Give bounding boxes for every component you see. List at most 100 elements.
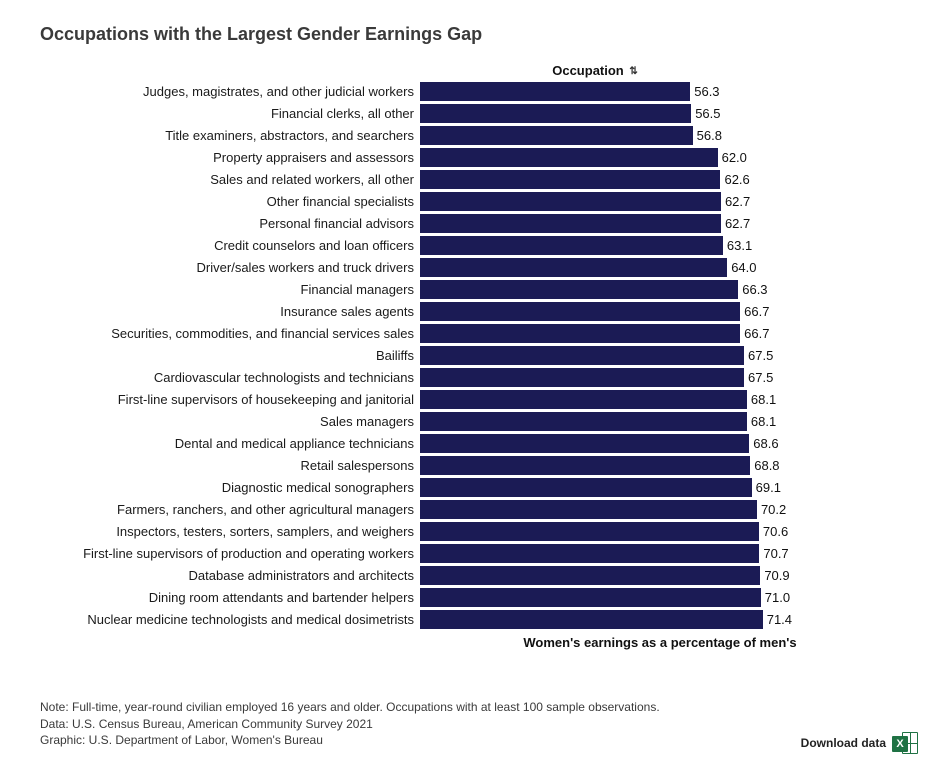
bar-track: 64.0 [420, 258, 900, 277]
bar-value: 70.6 [759, 522, 788, 541]
bar [420, 82, 690, 101]
bar-track: 70.6 [420, 522, 900, 541]
bar-rows: Judges, magistrates, and other judicial … [40, 82, 900, 629]
bar-value: 62.6 [720, 170, 749, 189]
bar-value: 63.1 [723, 236, 752, 255]
bar-value: 68.1 [747, 390, 776, 409]
bar-track: 62.0 [420, 148, 900, 167]
bar-row: Sales and related workers, all other 62.6 [40, 170, 900, 189]
bar-track: 69.1 [420, 478, 900, 497]
bar-value: 56.8 [693, 126, 722, 145]
bar-row: Bailiffs67.5 [40, 346, 900, 365]
bar-row: Nuclear medicine technologists and medic… [40, 610, 900, 629]
category-axis-label: Occupation [552, 63, 624, 78]
bar-label: Retail salespersons [40, 458, 420, 473]
bar-row: First-line supervisors of housekeeping a… [40, 390, 900, 409]
bar-value: 66.3 [738, 280, 767, 299]
bar-track: 62.6 [420, 170, 900, 189]
bar-value: 66.7 [740, 324, 769, 343]
bar-track: 70.9 [420, 566, 900, 585]
bar-label: Credit counselors and loan officers [40, 238, 420, 253]
bar-label: Judges, magistrates, and other judicial … [40, 84, 420, 99]
bar-value: 66.7 [740, 302, 769, 321]
bar-value: 62.7 [721, 192, 750, 211]
bar-row: Title examiners, abstractors, and search… [40, 126, 900, 145]
bar-track: 56.8 [420, 126, 900, 145]
bar-value: 70.9 [760, 566, 789, 585]
bar-row: Inspectors, testers, sorters, samplers, … [40, 522, 900, 541]
bar-value: 68.8 [750, 456, 779, 475]
bar [420, 390, 747, 409]
bar-label: First-line supervisors of production and… [40, 546, 420, 561]
bar-row: Property appraisers and assessors62.0 [40, 148, 900, 167]
bar [420, 346, 744, 365]
bar-row: Dining room attendants and bartender hel… [40, 588, 900, 607]
bar-label: Dining room attendants and bartender hel… [40, 590, 420, 605]
bar [420, 544, 759, 563]
bar [420, 412, 747, 431]
bar-row: Credit counselors and loan officers 63.1 [40, 236, 900, 255]
bar-track: 68.1 [420, 390, 900, 409]
bar [420, 500, 757, 519]
bar-track: 68.8 [420, 456, 900, 475]
bar-value: 56.3 [690, 82, 719, 101]
chart-footer: Note: Full-time, year-round civilian emp… [40, 699, 660, 748]
bar [420, 192, 721, 211]
bar-label: Financial clerks, all other [40, 106, 420, 121]
bar-row: Insurance sales agents66.7 [40, 302, 900, 321]
bar-label: Sales and related workers, all other [40, 172, 420, 187]
bar [420, 258, 727, 277]
excel-icon-badge: X [892, 736, 908, 752]
bar-row: Sales managers 68.1 [40, 412, 900, 431]
bar [420, 302, 740, 321]
bar-track: 63.1 [420, 236, 900, 255]
bar-row: Securities, commodities, and financial s… [40, 324, 900, 343]
bar-row: Driver/sales workers and truck drivers64… [40, 258, 900, 277]
bar [420, 324, 740, 343]
bar-track: 71.4 [420, 610, 900, 629]
bar-label: Nuclear medicine technologists and medic… [40, 612, 420, 627]
chart: Occupation ⇅ Judges, magistrates, and ot… [40, 63, 900, 650]
category-axis-header[interactable]: Occupation ⇅ [290, 63, 900, 78]
bar-row: Personal financial advisors 62.7 [40, 214, 900, 233]
bar-row: Farmers, ranchers, and other agricultura… [40, 500, 900, 519]
bar-label: Property appraisers and assessors [40, 150, 420, 165]
bar-row: Judges, magistrates, and other judicial … [40, 82, 900, 101]
bar-label: Database administrators and architects [40, 568, 420, 583]
bar-label: Securities, commodities, and financial s… [40, 326, 420, 341]
bar-track: 56.5 [420, 104, 900, 123]
bar-label: Financial managers [40, 282, 420, 297]
bar-label: Farmers, ranchers, and other agricultura… [40, 502, 420, 517]
bar-value: 62.7 [721, 214, 750, 233]
bar-value: 67.5 [744, 368, 773, 387]
bar-value: 68.1 [747, 412, 776, 431]
bar-track: 62.7 [420, 214, 900, 233]
download-data-button[interactable]: Download data X [801, 730, 918, 756]
bar-track: 56.3 [420, 82, 900, 101]
download-label: Download data [801, 736, 886, 750]
bar-row: Diagnostic medical sonographers69.1 [40, 478, 900, 497]
bar-row: Cardiovascular technologists and technic… [40, 368, 900, 387]
bar-value: 70.7 [759, 544, 788, 563]
bar-track: 66.3 [420, 280, 900, 299]
bar-label: Personal financial advisors [40, 216, 420, 231]
bar [420, 522, 759, 541]
bar-track: 66.7 [420, 324, 900, 343]
bar-row: Financial clerks, all other 56.5 [40, 104, 900, 123]
bar-label: First-line supervisors of housekeeping a… [40, 392, 420, 407]
bar-value: 64.0 [727, 258, 756, 277]
bar-label: Sales managers [40, 414, 420, 429]
bar-label: Diagnostic medical sonographers [40, 480, 420, 495]
bar-value: 67.5 [744, 346, 773, 365]
bar [420, 478, 752, 497]
bar-row: Retail salespersons 68.8 [40, 456, 900, 475]
bar-track: 68.1 [420, 412, 900, 431]
bar-label: Other financial specialists [40, 194, 420, 209]
bar [420, 280, 738, 299]
bar [420, 566, 760, 585]
bar-row: Financial managers 66.3 [40, 280, 900, 299]
bar-value: 56.5 [691, 104, 720, 123]
bar-track: 67.5 [420, 368, 900, 387]
footer-data-source: Data: U.S. Census Bureau, American Commu… [40, 716, 660, 732]
bar [420, 434, 749, 453]
